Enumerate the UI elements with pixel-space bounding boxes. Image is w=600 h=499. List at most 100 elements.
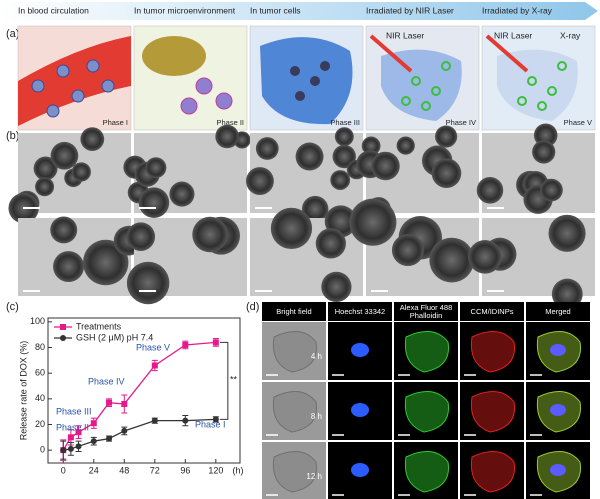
nucleus xyxy=(550,404,566,416)
column-header-box: Alexa Fluor 488 Phalloidin xyxy=(394,302,458,321)
annotation: Phase III xyxy=(56,406,92,416)
nanoparticle xyxy=(290,66,300,76)
banner-label: In tumor microenvironment xyxy=(134,5,236,15)
tissue xyxy=(142,36,206,76)
nucleus xyxy=(550,464,566,476)
laser-label: NIR Laser xyxy=(494,30,532,40)
banner-label: In tumor cells xyxy=(250,5,301,15)
marker xyxy=(90,438,97,445)
banner-label: In blood circulation xyxy=(18,5,89,15)
nanoparticle xyxy=(180,97,198,115)
laser-label: X-ray xyxy=(560,30,581,40)
legend-label: Treatments xyxy=(76,321,122,331)
column-header: Merged xyxy=(526,302,590,321)
particle xyxy=(126,261,170,305)
laser xyxy=(369,34,413,73)
particle xyxy=(468,240,502,274)
banner-arrow xyxy=(0,2,598,20)
fragment xyxy=(517,96,527,106)
legend-marker xyxy=(60,335,66,341)
y-tick-label: 60 xyxy=(35,368,45,378)
laser-label: NIR Laser xyxy=(386,30,424,40)
column-header: Alexa Fluor 488 Phalloidin xyxy=(394,302,458,321)
nanoparticle xyxy=(310,76,320,86)
particle xyxy=(35,177,55,197)
row-label: 4 h xyxy=(311,352,322,361)
nanoparticle xyxy=(86,59,100,73)
particle xyxy=(255,137,279,160)
particle xyxy=(33,156,58,181)
x-tick-label: 0 xyxy=(61,465,66,475)
banner-label: Irradiated by X-ray xyxy=(482,5,553,15)
particle xyxy=(53,251,85,283)
cell-shape xyxy=(470,391,515,433)
particle xyxy=(50,216,78,244)
x-axis-label: (h) xyxy=(233,465,244,475)
particle xyxy=(431,158,462,189)
particle xyxy=(476,177,504,204)
annotation: ** xyxy=(230,374,238,384)
column-header-box: Hoechst 33342 xyxy=(328,302,392,321)
marker xyxy=(182,417,189,424)
panel-label: (d) xyxy=(246,301,259,313)
nanoparticle xyxy=(195,77,213,95)
nanoparticle xyxy=(46,104,60,118)
y-tick-label: 40 xyxy=(35,393,45,403)
nanoparticle xyxy=(295,91,305,101)
marker xyxy=(60,447,67,454)
particle xyxy=(396,136,415,155)
particle xyxy=(532,140,556,164)
marker xyxy=(182,341,189,348)
particle xyxy=(192,216,228,253)
particle xyxy=(80,127,105,152)
particle xyxy=(334,127,354,147)
nucleus xyxy=(351,403,369,417)
x-tick-label: 72 xyxy=(150,465,160,475)
particle xyxy=(315,228,346,259)
fragment xyxy=(441,61,451,71)
phase-label: Phase I xyxy=(103,118,128,127)
laser xyxy=(485,34,529,73)
nanoparticle xyxy=(320,61,330,71)
cell-shape xyxy=(404,391,449,433)
cell-shape xyxy=(470,451,515,493)
nanoparticle xyxy=(71,89,85,103)
particle xyxy=(361,136,381,156)
particle xyxy=(548,214,586,252)
marker xyxy=(212,339,219,346)
column-header-box: Merged xyxy=(526,302,590,321)
particle xyxy=(295,142,324,171)
nanoparticle xyxy=(56,64,70,78)
particle xyxy=(330,170,351,190)
nucleus xyxy=(550,344,566,356)
nanoparticle xyxy=(101,79,115,93)
phase-label: Phase V xyxy=(564,118,592,127)
particle xyxy=(371,151,400,181)
column-header-box: CCM/IDINPs xyxy=(460,302,524,321)
row-label: 8 h xyxy=(311,412,322,421)
y-tick-label: 100 xyxy=(30,316,45,326)
nanoparticle xyxy=(215,92,233,110)
column-header: Hoechst 33342 xyxy=(328,302,392,321)
fragment xyxy=(421,101,431,111)
row-label: 12 h xyxy=(306,472,322,481)
legend-label: GSH (2 μM) pH 7.4 xyxy=(76,332,153,342)
cell-shape xyxy=(404,451,449,493)
particle xyxy=(245,167,274,196)
marker xyxy=(106,435,113,442)
marker xyxy=(75,443,82,450)
fragment xyxy=(411,76,421,86)
bracket xyxy=(219,341,229,420)
vessel xyxy=(18,36,131,126)
x-tick-label: 120 xyxy=(208,465,223,475)
particle xyxy=(138,187,170,218)
particle xyxy=(551,278,583,310)
cell-shape xyxy=(470,331,515,373)
series-line xyxy=(62,341,216,451)
particle xyxy=(435,125,458,148)
nucleus xyxy=(351,463,369,477)
phase-label: Phase II xyxy=(216,118,244,127)
particle xyxy=(126,222,156,251)
y-axis-label: Release rate of DOX (%) xyxy=(18,341,28,441)
annotation: Phase V xyxy=(136,342,170,352)
